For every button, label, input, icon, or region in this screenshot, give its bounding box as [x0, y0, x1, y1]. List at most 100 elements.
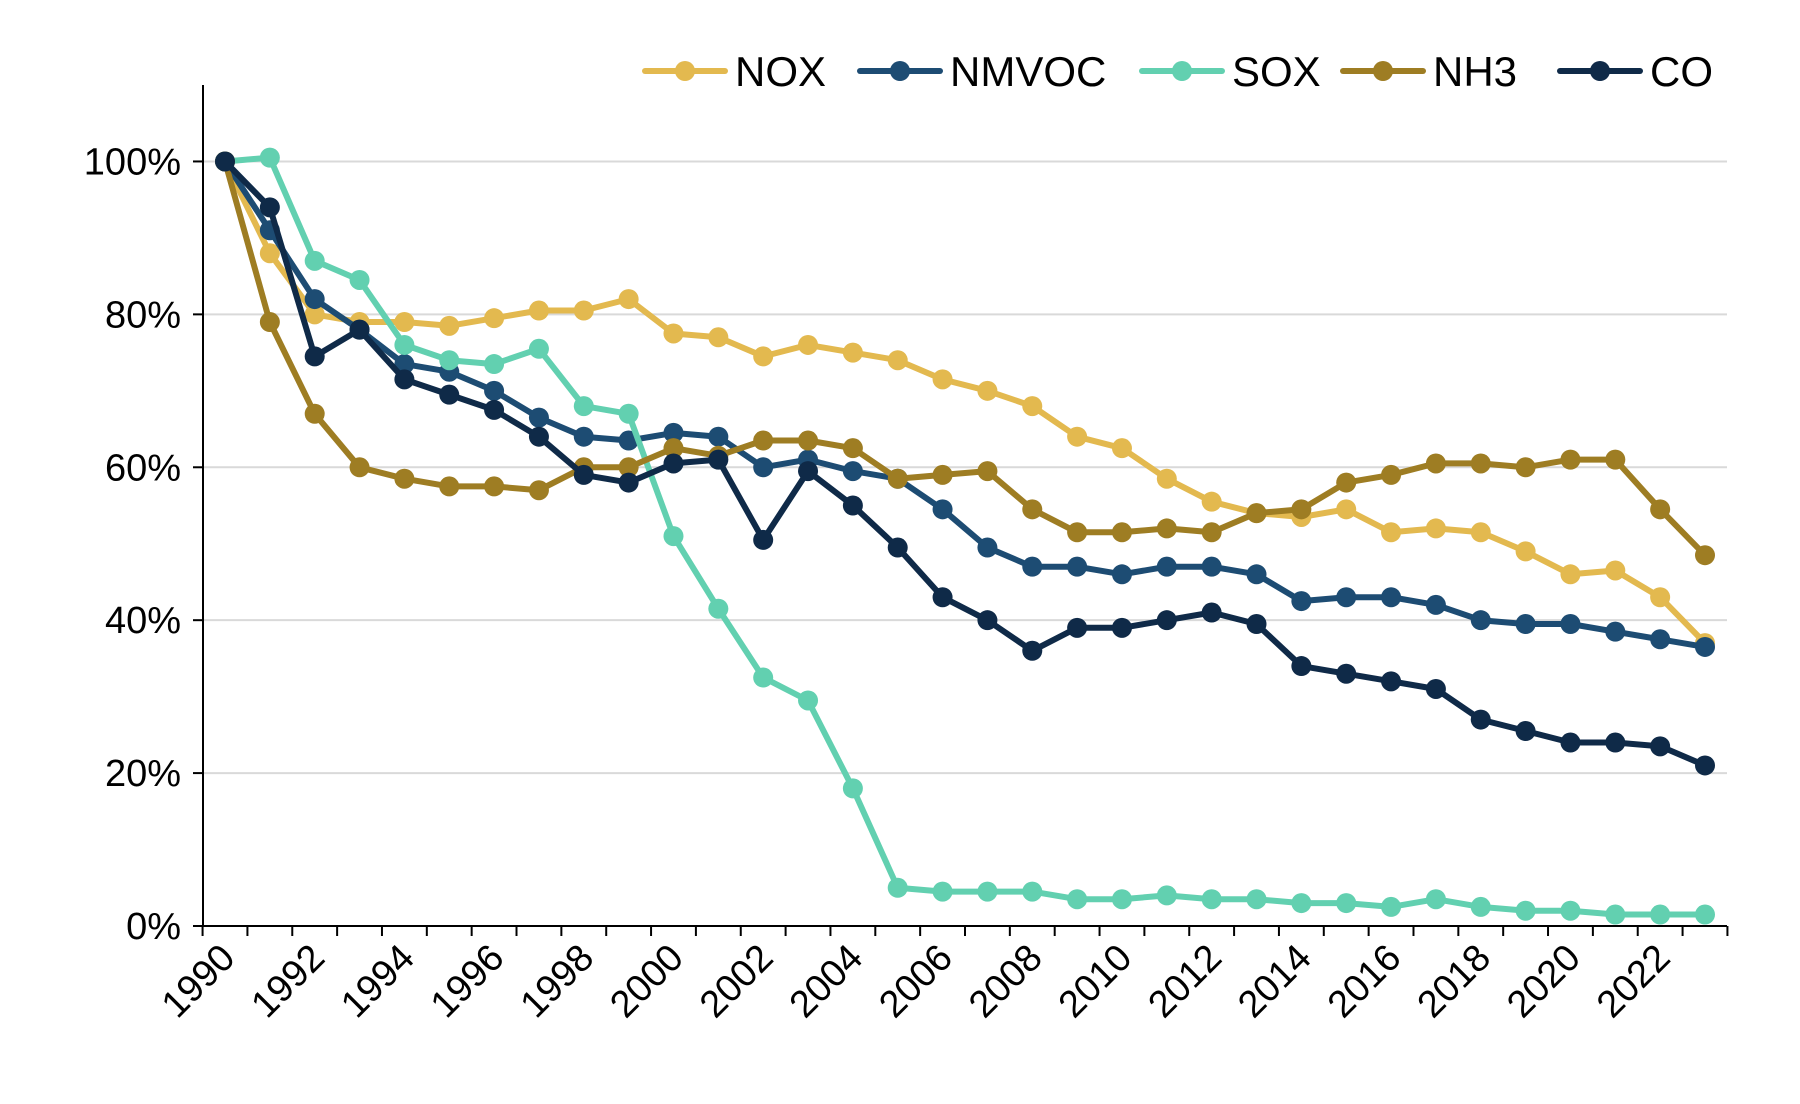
data-point — [1515, 541, 1536, 562]
data-point — [1605, 560, 1626, 581]
data-point — [1605, 621, 1626, 642]
data-point — [1067, 556, 1088, 577]
data-point — [977, 380, 998, 401]
x-tick-label: 1996 — [423, 937, 512, 1026]
x-tick-label: 2020 — [1499, 937, 1588, 1026]
data-point — [1425, 889, 1446, 910]
legend-item-nox: NOX — [642, 48, 826, 95]
data-point — [663, 422, 684, 443]
data-point — [1470, 896, 1491, 917]
data-point — [1560, 732, 1581, 753]
legend-item-nmvoc: NMVOC — [857, 48, 1106, 95]
legend-swatch-marker — [1590, 61, 1610, 81]
data-point — [1425, 678, 1446, 699]
data-point — [1246, 614, 1267, 635]
data-point — [1515, 457, 1536, 478]
series-group — [215, 147, 1715, 925]
data-point — [439, 476, 460, 497]
data-point — [439, 350, 460, 371]
data-point — [1336, 472, 1357, 493]
data-point — [439, 384, 460, 405]
data-point — [1201, 491, 1222, 512]
data-point — [977, 610, 998, 631]
data-point — [1695, 755, 1715, 776]
data-point — [1246, 889, 1267, 910]
data-point — [1470, 522, 1491, 543]
y-tick-label: 80% — [105, 294, 181, 336]
data-point — [1381, 587, 1402, 608]
data-point — [1111, 438, 1132, 459]
x-tick-label: 2012 — [1141, 937, 1230, 1026]
data-point — [1156, 885, 1177, 906]
data-point — [753, 346, 774, 367]
data-point — [887, 877, 908, 898]
data-point — [484, 399, 505, 420]
data-point — [1695, 545, 1715, 566]
data-point — [1605, 904, 1626, 925]
data-point — [1246, 564, 1267, 585]
data-point — [842, 342, 863, 363]
data-point — [1111, 522, 1132, 543]
series-line-nh3 — [222, 158, 1708, 559]
data-point — [1201, 522, 1222, 543]
x-tick-label: 1998 — [513, 937, 602, 1026]
data-point — [842, 778, 863, 799]
data-point — [1022, 640, 1043, 661]
data-point — [842, 495, 863, 516]
data-point — [349, 319, 370, 340]
data-point — [259, 147, 280, 168]
data-point — [439, 315, 460, 336]
x-tick-label: 2006 — [871, 937, 960, 1026]
x-tick-label: 1994 — [333, 937, 422, 1026]
data-point — [1336, 499, 1357, 520]
data-point — [977, 537, 998, 558]
series-line-nox — [222, 158, 1708, 647]
x-tick-label: 2008 — [961, 937, 1050, 1026]
data-point — [1201, 602, 1222, 623]
data-point — [1425, 594, 1446, 615]
data-point — [798, 334, 819, 355]
legend-item-co: CO — [1557, 48, 1713, 95]
y-tick-label: 60% — [105, 447, 181, 489]
data-point — [932, 369, 953, 390]
data-point — [484, 308, 505, 329]
x-tick-label: 2000 — [602, 937, 691, 1026]
data-point — [1156, 556, 1177, 577]
data-point — [663, 453, 684, 474]
data-point — [753, 457, 774, 478]
data-point — [932, 499, 953, 520]
series-nmvoc — [215, 151, 1715, 657]
data-point — [932, 881, 953, 902]
data-point — [1067, 617, 1088, 638]
x-tick-label: 2022 — [1589, 937, 1678, 1026]
legend-label: NOX — [735, 48, 826, 95]
data-point — [1560, 614, 1581, 635]
data-point — [1425, 453, 1446, 474]
data-point — [977, 461, 998, 482]
data-point — [1381, 464, 1402, 485]
data-point — [1560, 564, 1581, 585]
data-point — [1111, 564, 1132, 585]
data-point — [663, 323, 684, 344]
data-point — [1470, 610, 1491, 631]
data-point — [1067, 889, 1088, 910]
legend-swatch-marker — [890, 61, 910, 81]
data-point — [1515, 721, 1536, 742]
data-point — [349, 457, 370, 478]
data-point — [618, 457, 639, 478]
data-point — [394, 354, 415, 375]
data-point — [573, 396, 594, 417]
data-point — [259, 197, 280, 218]
data-point — [977, 881, 998, 902]
data-point — [1201, 556, 1222, 577]
series-co — [215, 151, 1715, 776]
data-point — [708, 327, 729, 348]
data-point — [887, 468, 908, 489]
x-tick-label: 1990 — [154, 937, 243, 1026]
data-point — [1291, 656, 1312, 677]
data-point — [1156, 610, 1177, 631]
data-point — [1515, 900, 1536, 921]
x-tick-label: 1992 — [244, 937, 333, 1026]
